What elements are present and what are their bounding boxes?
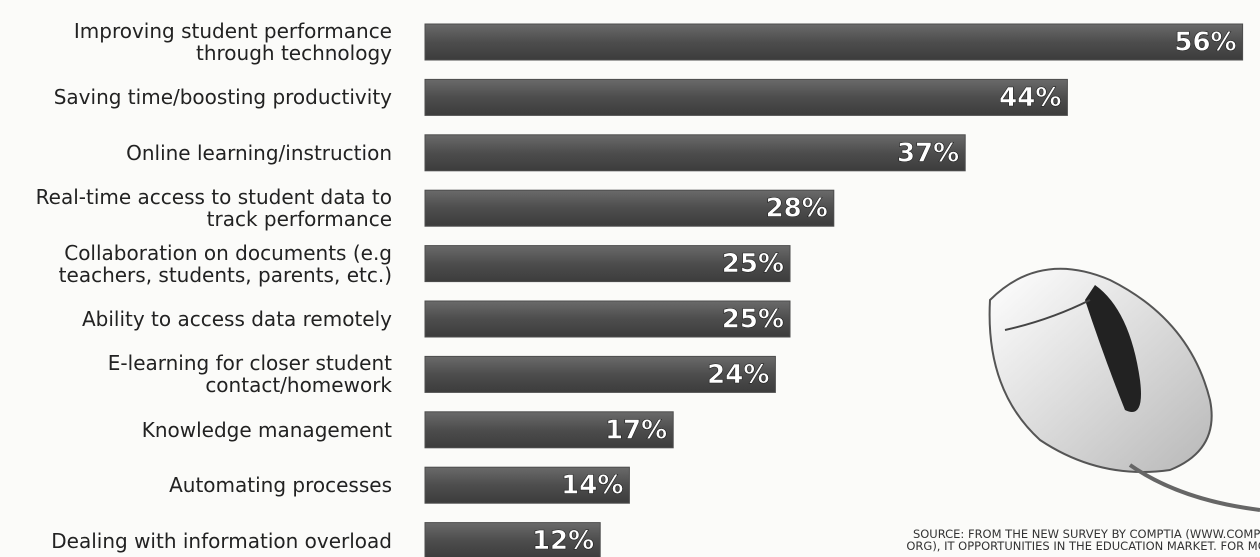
value-label: 28%: [766, 194, 828, 224]
value-label: 37%: [897, 138, 959, 168]
bar: [424, 245, 791, 283]
value-label: 25%: [722, 305, 784, 335]
value-label: 44%: [999, 83, 1061, 113]
category-label: Real-time access to student data to trac…: [35, 185, 392, 232]
bar: [424, 189, 835, 227]
value-label: 12%: [532, 526, 594, 556]
category-label: Knowledge management: [141, 417, 392, 442]
bar: [424, 300, 791, 338]
bar: [424, 466, 630, 504]
value-label: 14%: [561, 471, 623, 501]
category-label: Online learning/instruction: [126, 140, 392, 165]
category-label: Saving time/boosting productivity: [53, 85, 392, 110]
bar: [424, 134, 966, 172]
bar: [424, 23, 1244, 61]
category-label: E-learning for closer student contact/ho…: [107, 351, 392, 398]
category-label: Ability to access data remotely: [81, 307, 392, 331]
category-label: Automating processes: [169, 473, 392, 498]
value-label: 17%: [605, 415, 667, 445]
value-label: 24%: [707, 360, 769, 390]
bar: [424, 522, 601, 557]
category-label: Collaboration on documents (e.g teachers…: [58, 240, 392, 287]
mouse-illustration: [988, 267, 1260, 512]
bar: [424, 78, 1068, 116]
value-label: 56%: [1174, 28, 1236, 58]
source-note: SOURCE: FROM THE NEW SURVEY BY COMPTIA (…: [906, 527, 1260, 553]
value-label: 25%: [722, 249, 784, 279]
category-label: Improving student performance through te…: [73, 19, 392, 65]
bar: [424, 411, 674, 449]
category-label: Dealing with information overload: [51, 528, 392, 553]
bar: [424, 355, 776, 393]
